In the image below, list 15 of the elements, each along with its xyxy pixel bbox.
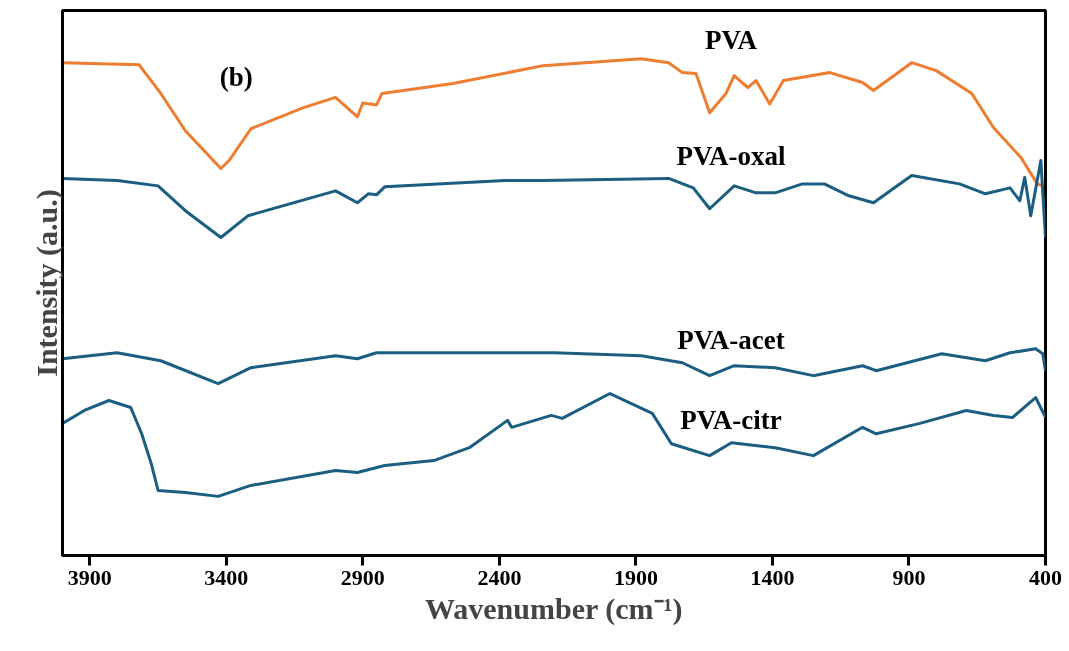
x-tick-label: 3400 (204, 564, 249, 590)
x-tick-label: 1400 (750, 564, 795, 590)
x-tick-label: 3900 (67, 564, 112, 590)
series-label: PVA-acet (677, 325, 785, 356)
series-label: PVA-oxal (676, 140, 786, 171)
x-axis-title: Wavenumber (cm⁻¹) (424, 591, 683, 626)
x-tick-label: 900 (892, 564, 926, 590)
x-tick-label: 2400 (477, 564, 522, 590)
series-label: PVA (704, 25, 758, 56)
x-tick-label: 1900 (613, 564, 658, 590)
series-label: PVA-citr (680, 405, 782, 436)
annotation: (b) (219, 62, 253, 93)
x-tick-label: 400 (1029, 564, 1062, 590)
y-axis-title: Intensity (a.u.) (29, 189, 64, 377)
x-tick-label: 2900 (340, 564, 385, 590)
